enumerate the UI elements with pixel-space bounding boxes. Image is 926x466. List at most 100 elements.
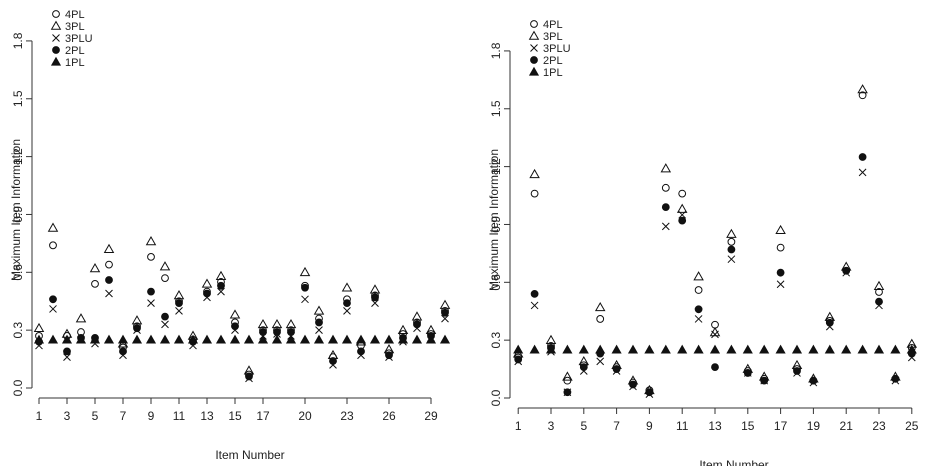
point-1pl [709, 344, 721, 354]
point-4pl [371, 291, 379, 300]
point-4pl [49, 241, 57, 250]
point-3pl [215, 270, 227, 280]
point-4pl [842, 266, 851, 275]
legend-label: 3PLU [543, 43, 571, 55]
point-4pl [875, 288, 883, 296]
point-2pl [760, 376, 769, 385]
point-4pl [259, 326, 267, 335]
point-1pl [660, 344, 671, 354]
point-4pl [678, 189, 687, 198]
legend-label: 1PL [543, 67, 563, 79]
point-4pl [161, 274, 169, 282]
point-1pl [103, 334, 115, 344]
point-3pl [131, 315, 143, 325]
point-1pl [313, 334, 325, 344]
point-3plu [217, 287, 225, 296]
point-3pl [61, 328, 73, 338]
point-2pl [77, 333, 85, 342]
point-4pl [315, 314, 323, 323]
point-3pl [545, 334, 557, 344]
point-3pl [709, 327, 721, 337]
legend-marker-4pl [530, 20, 538, 28]
point-4pl [858, 91, 867, 100]
point-4pl [147, 252, 155, 261]
point-4pl [547, 342, 555, 350]
point-3pl [187, 330, 199, 340]
point-3pl [873, 280, 885, 290]
point-4pl [661, 183, 670, 192]
point-3pl [742, 363, 754, 373]
point-3pl [425, 324, 437, 334]
x-tick-label: 13 [708, 419, 722, 433]
point-2pl [875, 297, 883, 306]
chart-right: 0.0 0.3 0.6 0.9 1.2 1.5 1.8 Maximum Item Inform… [487, 19, 919, 466]
point-2pl [743, 369, 752, 377]
y-tick-label: 0.0 [489, 389, 503, 406]
x-tick-label: 5 [92, 409, 99, 423]
point-3pl [611, 359, 622, 370]
y-tick-label: 0.6 [11, 264, 25, 281]
point-1pl [159, 334, 171, 344]
point-1pl [644, 344, 655, 354]
x-tick-label: 23 [340, 409, 354, 423]
point-1pl [215, 334, 227, 344]
point-3pl [229, 309, 241, 319]
point-4pl [427, 330, 435, 338]
y-tick-label: 0.3 [11, 321, 25, 338]
y-tick-label: 0.3 [489, 331, 503, 348]
point-2pl [161, 312, 169, 321]
point-3plu [727, 255, 736, 264]
point-3plu [371, 299, 379, 308]
point-1pl [824, 344, 835, 354]
point-1pl [369, 334, 381, 344]
point-2pl [776, 268, 785, 277]
x-tick-label: 11 [676, 419, 689, 433]
point-1pl [677, 344, 688, 354]
legend-label: 4PL [65, 9, 85, 21]
point-1pl [562, 344, 573, 354]
point-3pl [562, 371, 573, 381]
point-3pl [369, 284, 381, 294]
point-1pl [145, 334, 157, 344]
x-tick-label: 17 [774, 419, 788, 433]
point-1pl [791, 344, 803, 354]
legend-label: 3PL [65, 21, 85, 33]
point-2pl [357, 347, 365, 356]
point-4pl [825, 316, 834, 325]
point-4pl [77, 328, 85, 336]
point-2pl [661, 203, 670, 212]
series-1pl [513, 344, 917, 354]
point-1pl [529, 344, 540, 354]
point-4pl [579, 361, 588, 370]
point-3pl [529, 168, 540, 179]
legend-marker-2pl [52, 46, 60, 54]
point-4pl [133, 322, 141, 331]
point-3pl [33, 322, 45, 333]
legend-label: 2PL [543, 55, 563, 67]
point-3plu [315, 326, 323, 335]
point-4pl [245, 370, 253, 379]
point-1pl [229, 334, 241, 344]
point-3pl [243, 365, 255, 375]
point-2pl [441, 308, 449, 317]
point-2pl [579, 363, 588, 372]
point-4pl [231, 318, 239, 327]
chart-left: 0.0 0.3 0.6 0.9 1.2 1.5 1.8 Maximum Item Inform… [9, 9, 451, 462]
point-3pl [257, 318, 269, 329]
legend-label: 2PL [65, 45, 85, 57]
point-3pl [578, 355, 590, 366]
y-axis: 0.0 0.3 0.6 0.9 1.2 1.5 1.8 [11, 32, 33, 396]
point-2pl [49, 295, 57, 304]
point-2pl [858, 153, 867, 161]
point-3pl [644, 384, 655, 395]
x-tick-label: 1 [36, 409, 43, 423]
point-3plu [776, 280, 785, 289]
y-tick-label: 1.5 [11, 90, 25, 107]
point-3plu [147, 299, 155, 308]
point-3pl [676, 203, 688, 213]
point-2pl [35, 337, 43, 346]
point-3pl [693, 271, 704, 281]
point-2pl [63, 347, 71, 356]
point-3pl [791, 359, 803, 370]
point-1pl [201, 334, 213, 344]
